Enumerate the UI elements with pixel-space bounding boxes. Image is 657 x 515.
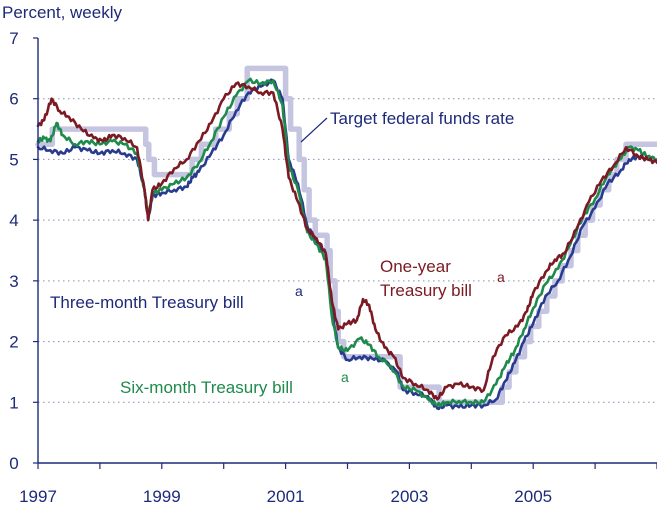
y-tick-label-6: 6 [9,90,18,109]
three-month-footnote-marker: a [295,283,303,299]
one-year-annotation-line2: Treasury bill [380,281,472,300]
y-tick-label-0: 0 [9,454,18,473]
y-tick-label-4: 4 [9,211,18,230]
x-tick-label-1997: 1997 [19,487,57,506]
x-tick-label-2005: 2005 [514,487,552,506]
axes [33,37,657,469]
series-lines [35,65,657,411]
x-tick-label-1999: 1999 [143,487,181,506]
x-tick-labels: 1997 1999 2001 2003 2005 [19,487,552,506]
y-tick-labels: 0 1 2 3 4 5 6 7 [9,29,18,473]
one-year-annotation-line1: One-year [380,257,451,276]
target-annotation-leader [300,117,328,143]
y-tick-label-5: 5 [9,150,18,169]
series-line-target-federal-funds-rate [35,65,657,406]
six-month-annotation: Six-month Treasury bill [120,378,293,397]
y-tick-label-1: 1 [9,393,18,412]
y-tick-label-2: 2 [9,333,18,352]
six-month-footnote-marker: a [341,369,349,385]
y-tick-label-3: 3 [9,272,18,291]
y-tick-label-7: 7 [9,29,18,48]
y-axis-unit-label: Percent, weekly [2,3,122,22]
series-line-one-year-treasury-bill [36,81,657,401]
three-month-annotation: Three-month Treasury bill [50,293,244,312]
x-tick-label-2001: 2001 [267,487,305,506]
annotations: Target federal funds rate One-year Treas… [50,109,514,397]
target-rate-annotation: Target federal funds rate [330,109,514,128]
one-year-footnote-marker: a [497,269,505,285]
x-tick-label-2003: 2003 [390,487,428,506]
